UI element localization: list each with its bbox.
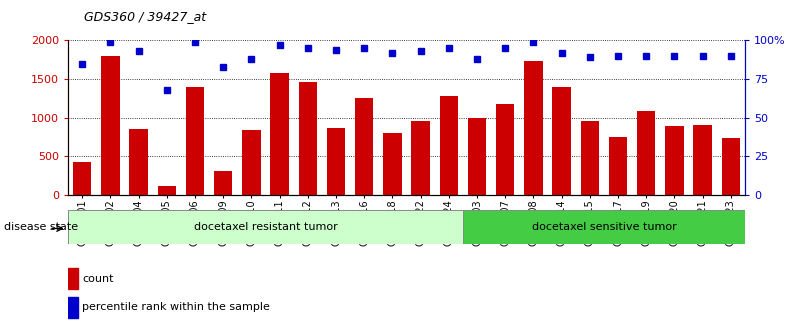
Bar bbox=[609, 137, 627, 195]
Bar bbox=[581, 121, 599, 195]
Text: count: count bbox=[83, 274, 114, 284]
Bar bbox=[186, 87, 204, 195]
Bar bbox=[68, 210, 463, 244]
Bar bbox=[130, 129, 147, 195]
Text: docetaxel sensitive tumor: docetaxel sensitive tumor bbox=[532, 222, 676, 232]
Bar bbox=[666, 126, 683, 195]
Bar bbox=[440, 96, 458, 195]
Bar bbox=[637, 111, 655, 195]
Bar bbox=[214, 171, 232, 195]
Bar bbox=[327, 128, 345, 195]
Bar bbox=[383, 133, 401, 195]
Text: GDS360 / 39427_at: GDS360 / 39427_at bbox=[84, 10, 206, 23]
Bar bbox=[101, 56, 119, 195]
Bar bbox=[299, 82, 317, 195]
Bar bbox=[694, 125, 712, 195]
Bar bbox=[412, 122, 430, 195]
Bar bbox=[496, 104, 514, 195]
Bar bbox=[463, 210, 745, 244]
Text: percentile rank within the sample: percentile rank within the sample bbox=[83, 302, 270, 312]
Bar bbox=[468, 118, 486, 195]
Bar bbox=[524, 61, 542, 195]
Bar bbox=[355, 97, 373, 195]
Bar bbox=[68, 268, 78, 289]
Bar bbox=[73, 162, 91, 195]
Bar bbox=[242, 130, 260, 195]
Bar bbox=[271, 73, 289, 195]
Text: disease state: disease state bbox=[4, 222, 78, 232]
Text: docetaxel resistant tumor: docetaxel resistant tumor bbox=[194, 222, 337, 232]
Bar bbox=[68, 297, 78, 318]
Bar bbox=[553, 87, 571, 195]
Bar bbox=[158, 185, 176, 195]
Bar bbox=[722, 138, 740, 195]
